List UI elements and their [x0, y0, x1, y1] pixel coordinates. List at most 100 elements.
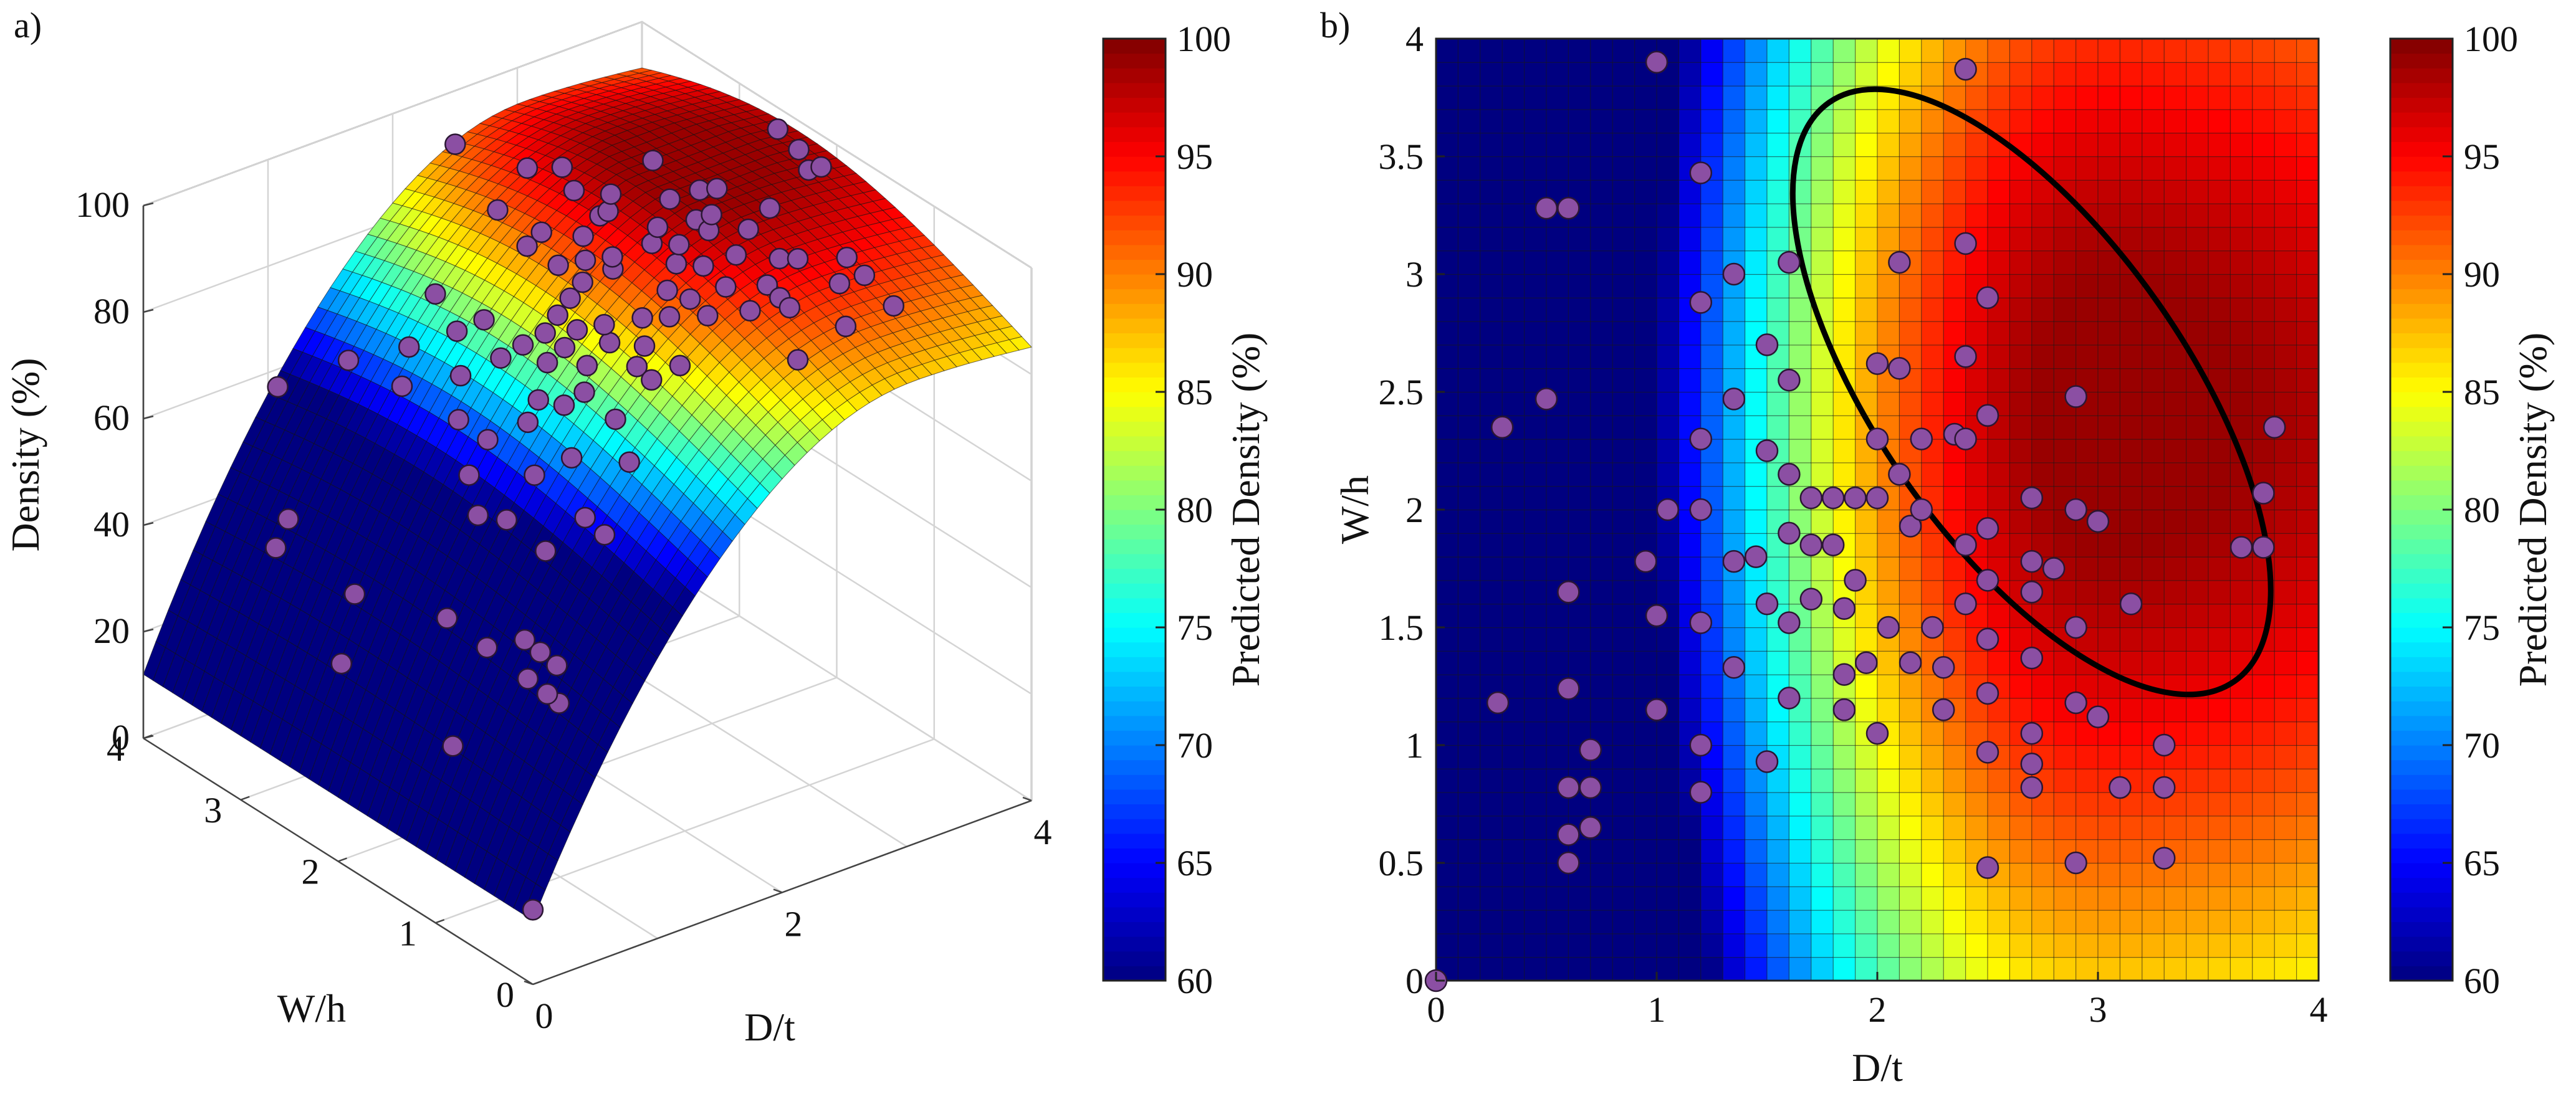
- colorbar-tick-label: 100: [2464, 19, 2518, 59]
- heatmap-cell: [1965, 250, 1989, 275]
- heatmap-cell: [1722, 438, 1746, 464]
- colorbar-segment: [2390, 833, 2453, 849]
- heatmap-cell: [1811, 791, 1834, 817]
- heatmap-cell: [1766, 862, 1790, 887]
- heatmap-cell: [2119, 179, 2143, 204]
- heatmap-cell: [2097, 368, 2121, 393]
- heatmap-cell: [1766, 274, 1790, 298]
- colorbar-segment: [1103, 406, 1166, 422]
- heatmap-cell: [1546, 886, 1569, 911]
- heatmap-cell: [1524, 438, 1548, 464]
- heatmap-cell: [2053, 274, 2077, 298]
- heatmap-cell: [2031, 839, 2055, 864]
- heatmap-cell: [1546, 627, 1569, 652]
- heatmap-cell: [1832, 203, 1856, 228]
- sample-point: [2020, 776, 2044, 799]
- z-tick-label: 80: [93, 291, 130, 331]
- heatmap-cell: [1612, 132, 1635, 158]
- colorbar-segment: [1103, 230, 1166, 245]
- heatmap-cell: [2296, 509, 2320, 534]
- colorbar-segment: [2390, 39, 2453, 54]
- colorbar-segment: [2390, 97, 2453, 113]
- heatmap-cell: [1898, 320, 1922, 346]
- sample-point: [2086, 705, 2110, 728]
- heatmap-cell: [2119, 132, 2143, 158]
- heatmap-cell: [2229, 909, 2253, 935]
- heatmap-cell: [1700, 839, 1724, 864]
- heatmap-cell: [1634, 179, 1658, 204]
- heatmap-cell: [2119, 85, 2143, 110]
- y-tick-label: 2: [302, 852, 320, 892]
- heatmap-cell: [2296, 438, 2320, 464]
- colorbar-segment: [2390, 215, 2453, 231]
- heatmap-cell: [2252, 956, 2276, 982]
- y-tick-label: 4: [107, 728, 125, 769]
- heatmap-cell: [2076, 226, 2099, 252]
- heatmap-cell: [2031, 391, 2055, 416]
- heatmap-cell: [1501, 556, 1525, 581]
- heatmap-cell: [2296, 250, 2320, 275]
- sample-point: [1535, 196, 1558, 220]
- heatmap-cell: [1855, 791, 1879, 817]
- colorbar-segment: [1103, 97, 1166, 113]
- heatmap-cell: [1943, 815, 1966, 840]
- heatmap-cell: [2186, 391, 2210, 416]
- heatmap-cell: [2142, 603, 2165, 629]
- heatmap-cell: [2076, 274, 2099, 298]
- colorbar-segment: [1103, 421, 1166, 437]
- heatmap-cell: [1457, 297, 1481, 322]
- heatmap-cell: [1590, 886, 1614, 911]
- heatmap-cell: [1678, 462, 1702, 487]
- heatmap-cell: [2229, 956, 2253, 982]
- heatmap-cell: [1788, 438, 1812, 464]
- heatmap-cell: [1524, 815, 1548, 840]
- heatmap-cell: [2031, 38, 2055, 63]
- heatmap-cell: [1612, 791, 1635, 817]
- heatmap-cell: [1634, 85, 1658, 110]
- heatmap-cell: [1943, 485, 1966, 511]
- heatmap-cell: [1656, 956, 1680, 982]
- heatmap-cell: [2163, 485, 2187, 511]
- heatmap-cell: [1480, 579, 1503, 605]
- heatmap-cell: [2208, 85, 2231, 110]
- heatmap-cell: [1568, 368, 1591, 393]
- heatmap-cell: [1766, 297, 1790, 322]
- heatmap-cell: [2163, 391, 2187, 416]
- heatmap-cell: [1435, 650, 1459, 675]
- heatmap-cell: [1832, 768, 1856, 793]
- heatmap-cell: [1634, 391, 1658, 416]
- y-tick-label: 3.5: [1379, 136, 1424, 177]
- heatmap-cell: [1855, 697, 1879, 723]
- heatmap-cell: [2142, 438, 2165, 464]
- sample-point: [2064, 691, 2087, 715]
- heatmap-cell: [1480, 226, 1503, 252]
- heatmap-cell: [1877, 38, 1900, 63]
- heatmap-cell: [1501, 909, 1525, 935]
- heatmap-cell: [1722, 909, 1746, 935]
- heatmap-cell: [1612, 462, 1635, 487]
- heatmap-cell: [2229, 721, 2253, 746]
- heatmap-cell: [2163, 226, 2187, 252]
- heatmap-cell: [2186, 415, 2210, 440]
- heatmap-cell: [1612, 862, 1635, 887]
- heatmap-cell: [2009, 203, 2033, 228]
- heatmap-cell: [2296, 556, 2320, 581]
- heatmap-cell: [2119, 839, 2143, 864]
- heatmap-cell: [1590, 627, 1614, 652]
- heatmap-cell: [1480, 768, 1503, 793]
- heatmap-cell: [1877, 320, 1900, 346]
- heatmap-cell: [1832, 627, 1856, 652]
- heatmap-cell: [1656, 721, 1680, 746]
- sample-point-3d: [631, 307, 653, 329]
- heatmap-cell: [2186, 768, 2210, 793]
- sample-point-3d: [836, 246, 858, 269]
- heatmap-cell: [2296, 203, 2320, 228]
- heatmap-cell: [2186, 156, 2210, 181]
- heatmap-cell: [2252, 156, 2276, 181]
- heatmap-cell: [1811, 556, 1834, 581]
- heatmap-cell: [2186, 108, 2210, 134]
- heatmap-cell: [1965, 462, 1989, 487]
- heatmap-cell: [2229, 745, 2253, 769]
- heatmap-cell: [2053, 462, 2077, 487]
